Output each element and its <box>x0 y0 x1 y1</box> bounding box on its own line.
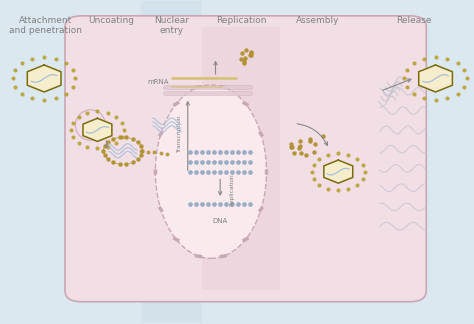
Polygon shape <box>83 118 112 142</box>
Bar <box>141 1 201 323</box>
Text: Attachment
and penetration: Attachment and penetration <box>9 16 82 35</box>
Text: mRNA: mRNA <box>148 79 169 85</box>
Text: Nuclear
entry: Nuclear entry <box>154 16 189 35</box>
FancyBboxPatch shape <box>65 16 426 302</box>
Ellipse shape <box>155 85 266 258</box>
Text: Replication: Replication <box>216 16 266 25</box>
Text: Replication: Replication <box>229 173 235 206</box>
Polygon shape <box>27 65 61 92</box>
Text: Transcription: Transcription <box>177 116 182 154</box>
Bar <box>81 1 141 323</box>
Text: DNA: DNA <box>212 218 228 225</box>
Bar <box>9 1 81 323</box>
Text: Release: Release <box>396 16 431 25</box>
Bar <box>281 1 355 323</box>
Bar <box>355 1 473 323</box>
Polygon shape <box>419 65 452 92</box>
Polygon shape <box>324 160 353 183</box>
Bar <box>201 1 281 323</box>
Bar <box>201 27 281 291</box>
Text: Uncoating: Uncoating <box>88 16 134 25</box>
Text: Assembly: Assembly <box>296 16 339 25</box>
